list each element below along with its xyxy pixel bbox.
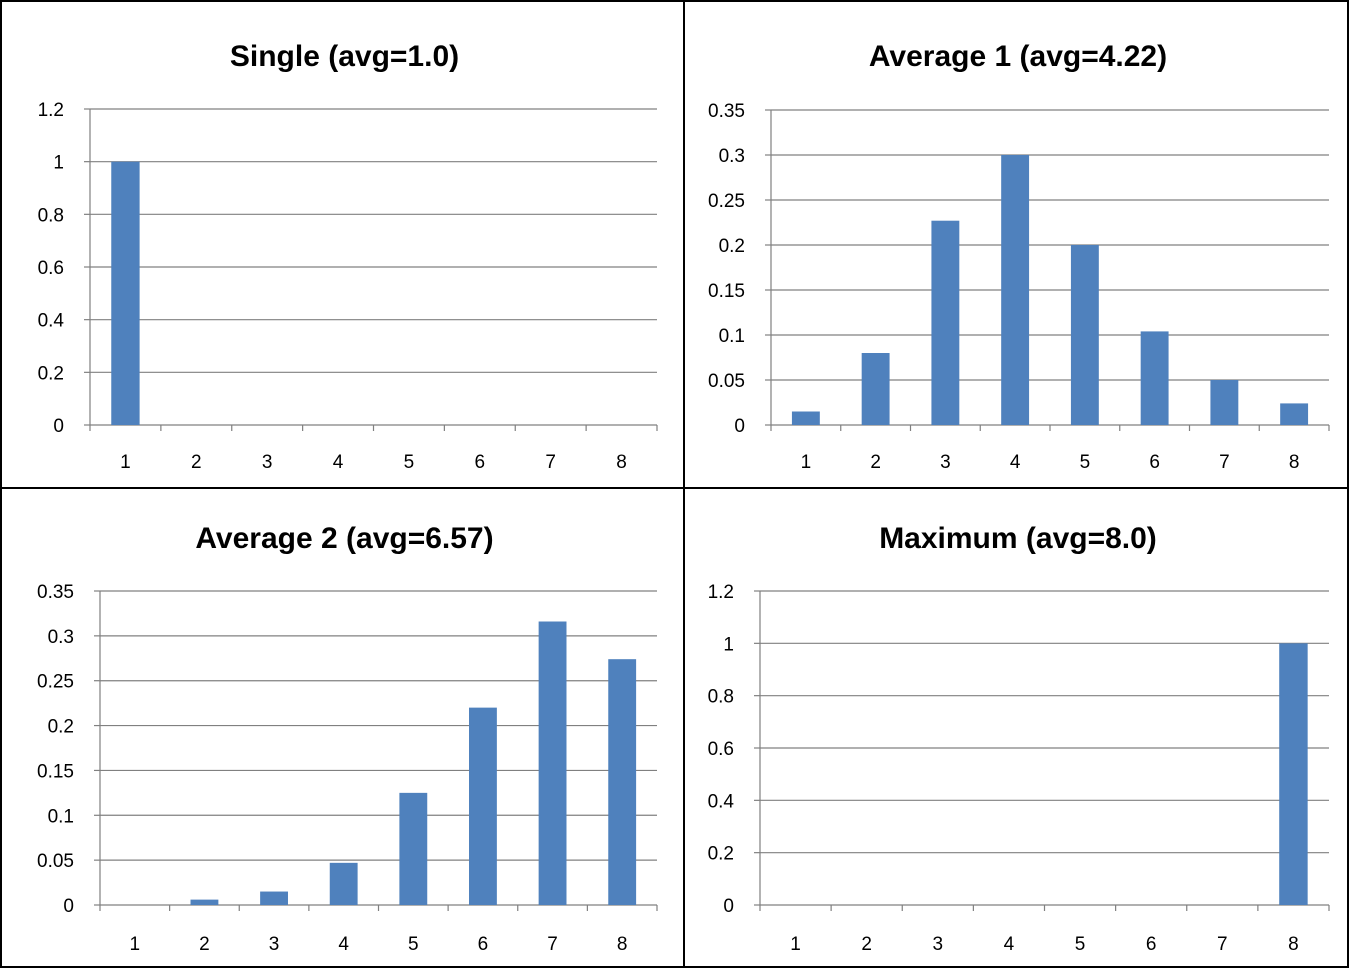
bar: [538, 621, 567, 905]
bar: [469, 707, 497, 905]
x-tick-label: 5: [404, 452, 415, 473]
x-tick-label: 1: [120, 452, 131, 473]
chart-panel-single: Single (avg=1.0) 0 0.2 0.4 0.6 0.8 1 1.2 1 2 3 4 5 6 7…: [0, 0, 685, 489]
chart-maximum: Maximum (avg=8.0) 0 0.2 0.4 0.6 0.8 1 1.2 1 2 3 4 5 6…: [708, 522, 1330, 955]
y-tick-label: 0: [723, 896, 734, 917]
y-tick-label: 0.4: [708, 791, 735, 812]
chart-average-1: Average 1 (avg=4.22) 0 0.05 0.1 0.15 0.2 0.25 0…: [708, 40, 1330, 473]
x-tick-label: 4: [333, 452, 344, 473]
y-tick-label: 0.2: [48, 717, 74, 738]
x-tick-label: 2: [870, 452, 881, 473]
x-tick-label: 2: [191, 452, 202, 473]
x-tick-label: 1: [130, 934, 141, 955]
x-tick-label: 4: [338, 934, 349, 955]
x-tick-label: 8: [617, 934, 628, 955]
x-tick-label: 7: [545, 452, 556, 473]
y-tick-label: 0.4: [38, 311, 65, 332]
y-tick-label: 1: [53, 153, 64, 174]
y-tick-label: 0.15: [37, 761, 74, 782]
bar: [1280, 403, 1309, 425]
y-tick-label: 0: [63, 896, 74, 917]
y-tick-label: 0.2: [719, 236, 745, 257]
x-tick-label: 2: [861, 934, 872, 955]
x-tick-label: 1: [801, 452, 812, 473]
bar: [399, 792, 428, 905]
chart-title: Single (avg=1.0): [230, 40, 459, 73]
bar: [1001, 155, 1030, 425]
y-tick-label: 0.35: [708, 101, 745, 122]
y-tick-label: 0.6: [38, 258, 64, 279]
x-tick-label: 1: [790, 934, 801, 955]
x-tick-label: 7: [1219, 452, 1230, 473]
x-tick-label: 7: [547, 934, 558, 955]
y-tick-label: 0.1: [719, 326, 745, 347]
y-tick-label: 0.6: [708, 739, 734, 760]
y-tick-label: 1: [723, 634, 734, 655]
x-tick-label: 4: [1004, 934, 1015, 955]
y-tick-label: 0.35: [37, 582, 74, 603]
bar: [190, 899, 219, 905]
bar: [931, 220, 960, 425]
y-tick-label: 0.1: [48, 806, 74, 827]
y-tick-label: 0.8: [708, 687, 734, 708]
bar: [1279, 643, 1308, 905]
y-tick-label: 0: [734, 416, 745, 437]
y-tick-label: 1.2: [708, 582, 734, 603]
x-tick-label: 6: [475, 452, 486, 473]
y-tick-label: 0.3: [48, 627, 74, 648]
x-tick-label: 2: [199, 934, 210, 955]
bar: [1140, 331, 1169, 425]
bar: [1210, 380, 1239, 425]
chart-title: Average 1 (avg=4.22): [869, 40, 1167, 73]
x-tick-label: 4: [1010, 452, 1021, 473]
x-tick-label: 8: [1289, 452, 1300, 473]
bar: [1070, 245, 1099, 425]
x-tick-label: 8: [616, 452, 627, 473]
y-tick-label: 0.2: [708, 844, 734, 865]
y-tick-label: 0.15: [708, 281, 745, 302]
chart-title: Average 2 (avg=6.57): [195, 522, 493, 555]
bar: [791, 411, 820, 425]
bar: [329, 862, 358, 905]
x-tick-label: 8: [1288, 934, 1299, 955]
x-tick-label: 5: [408, 934, 419, 955]
chart-title: Maximum (avg=8.0): [879, 522, 1157, 555]
x-tick-label: 6: [1146, 934, 1157, 955]
x-tick-label: 7: [1217, 934, 1228, 955]
bar: [608, 659, 637, 905]
y-tick-label: 1.2: [38, 100, 64, 121]
x-tick-label: 6: [478, 934, 489, 955]
chart-panel-average-1: Average 1 (avg=4.22) 0 0.05 0.1 0.15 0.2 0.25 0…: [683, 0, 1349, 489]
bar: [111, 161, 140, 425]
chart-panel-average-2: Average 2 (avg=6.57) 0 0.05 0.1 0.15 0.2 0.25 0…: [0, 487, 685, 968]
y-tick-label: 0.25: [37, 672, 74, 693]
y-tick-label: 0.3: [719, 146, 745, 167]
bar: [260, 891, 288, 905]
y-tick-label: 0.05: [708, 371, 745, 392]
x-tick-label: 6: [1149, 452, 1160, 473]
x-tick-label: 3: [940, 452, 951, 473]
chart-average-2: Average 2 (avg=6.57) 0 0.05 0.1 0.15 0.2 0.25 0…: [37, 522, 658, 955]
x-tick-label: 3: [933, 934, 944, 955]
bar: [861, 353, 890, 425]
chart-single: Single (avg=1.0) 0 0.2 0.4 0.6 0.8 1 1.2 1 2 3 4 5 6 7…: [38, 40, 658, 473]
y-tick-label: 0: [53, 416, 64, 437]
y-tick-label: 0.25: [708, 191, 745, 212]
x-tick-label: 3: [269, 934, 280, 955]
x-tick-label: 5: [1080, 452, 1091, 473]
y-tick-label: 0.2: [38, 363, 64, 384]
y-tick-label: 0.8: [38, 205, 64, 226]
y-tick-label: 0.05: [37, 851, 74, 872]
x-tick-label: 5: [1075, 934, 1086, 955]
x-tick-label: 3: [262, 452, 273, 473]
chart-panel-maximum: Maximum (avg=8.0) 0 0.2 0.4 0.6 0.8 1 1.2 1 2 3 4 5 6…: [683, 487, 1349, 968]
